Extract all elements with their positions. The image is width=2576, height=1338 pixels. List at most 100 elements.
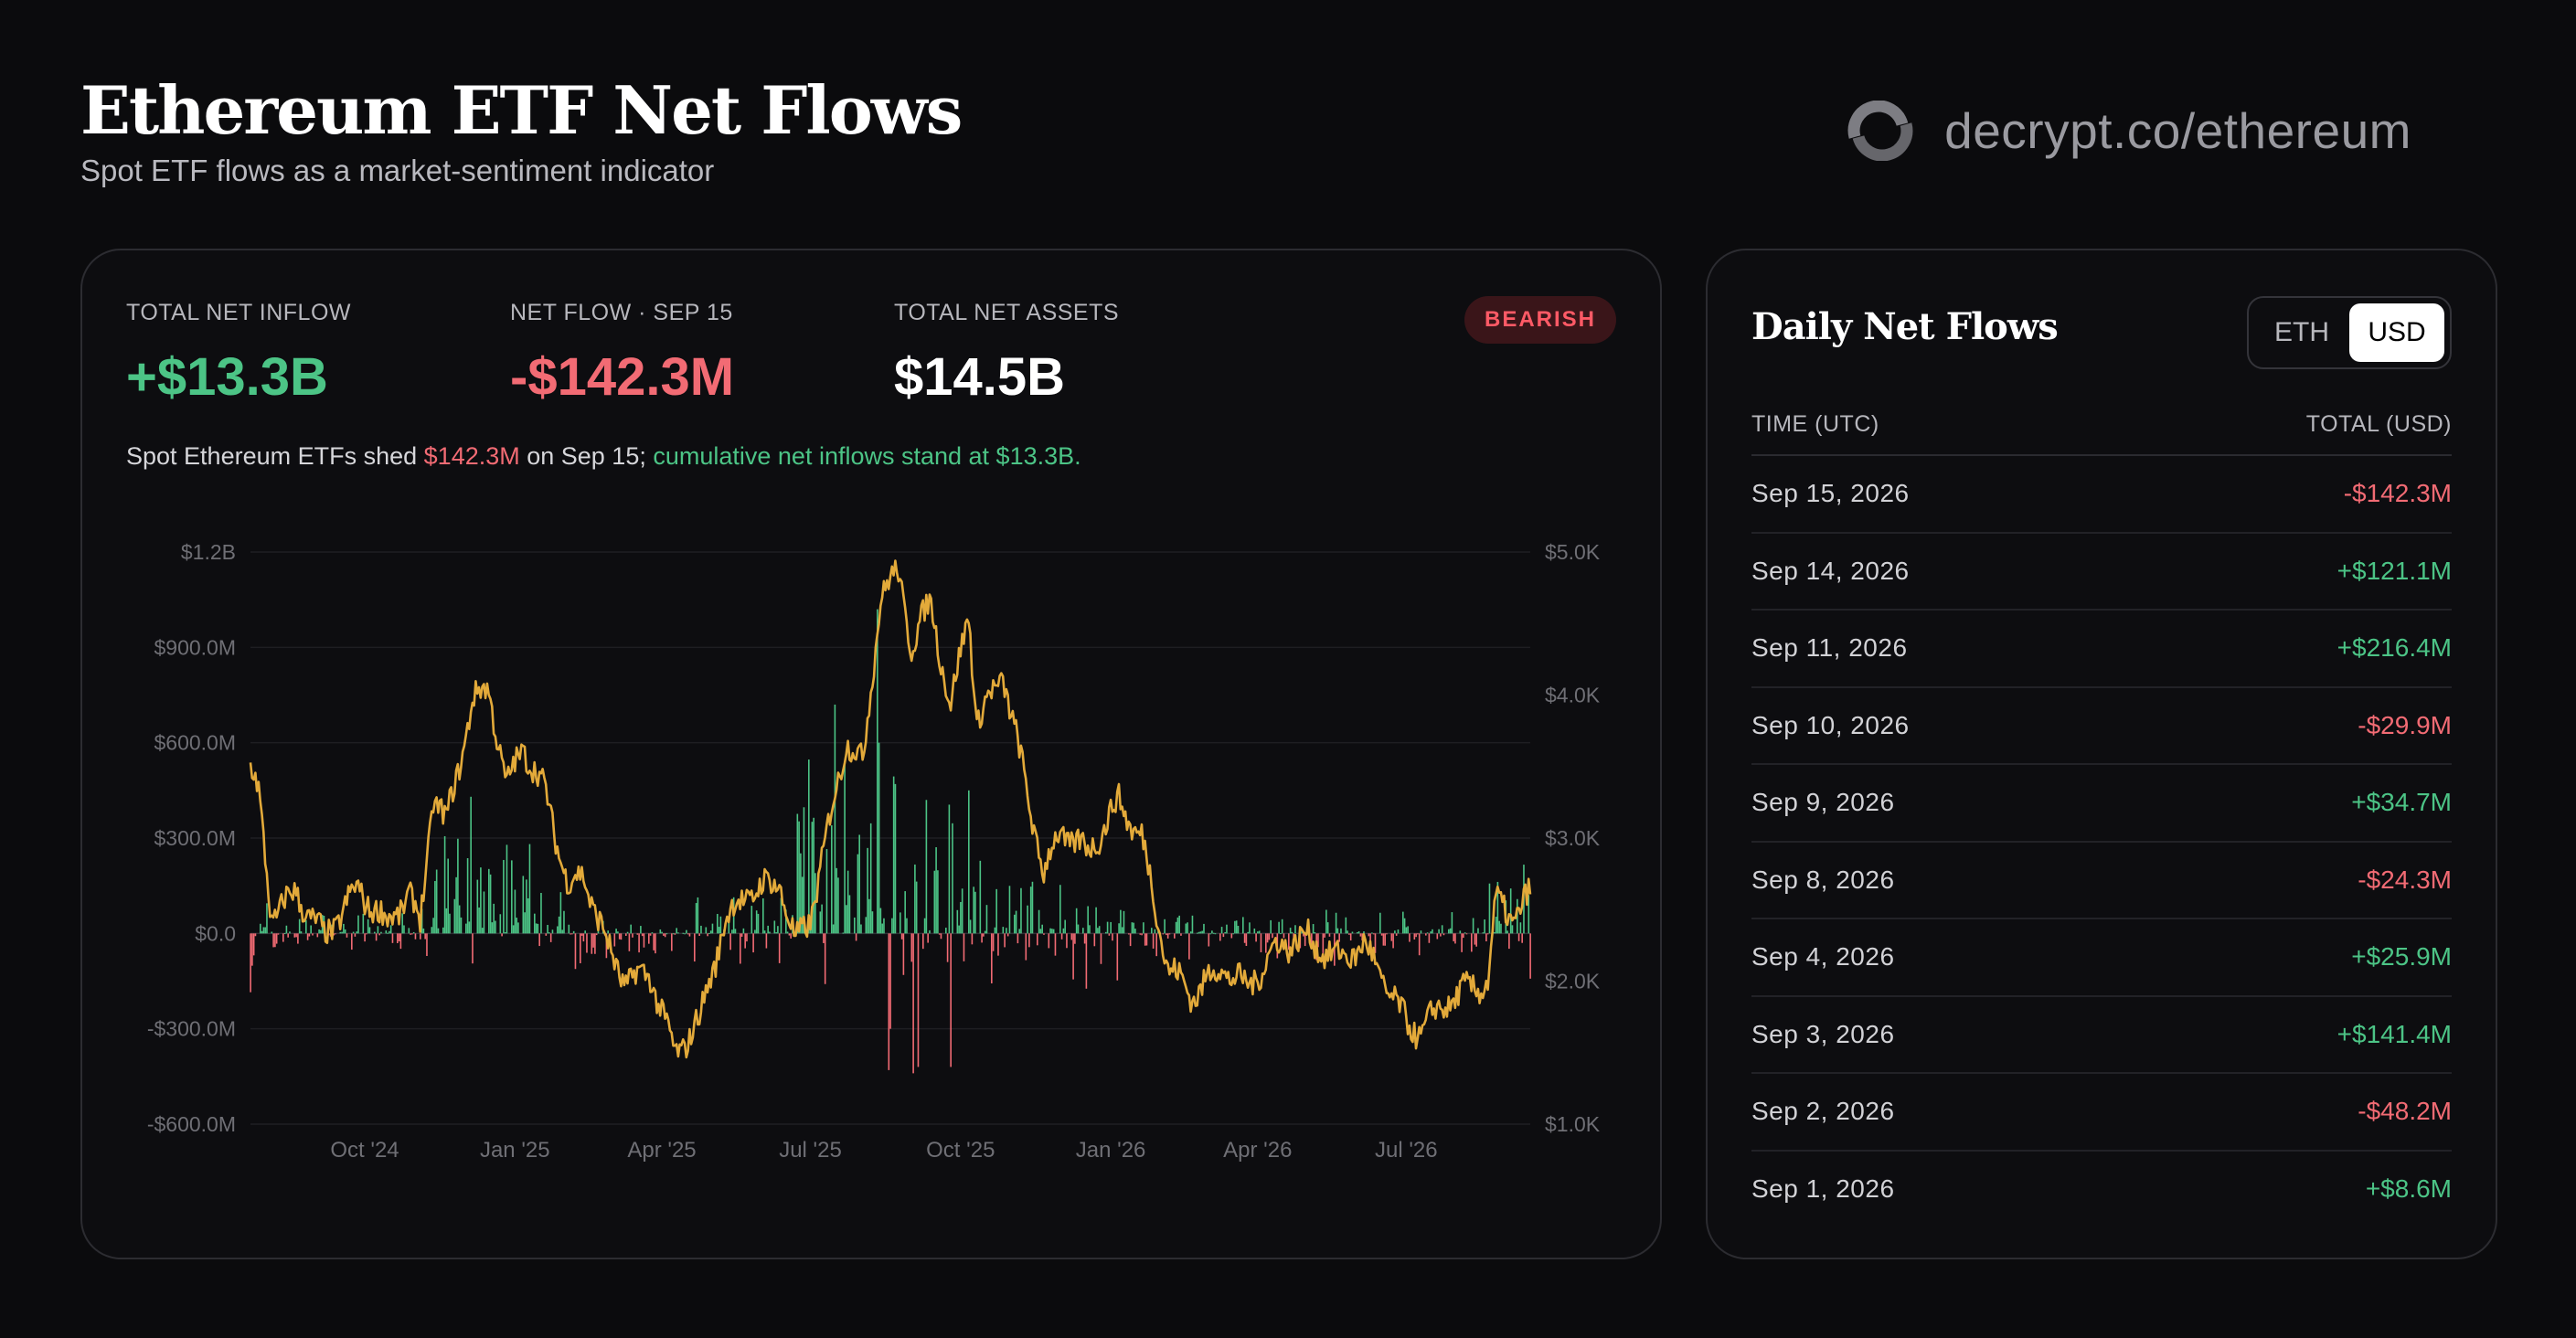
inflow-bar bbox=[973, 887, 974, 934]
inflow-bar bbox=[800, 853, 802, 934]
outflow-bar bbox=[411, 933, 413, 935]
inflow-bar bbox=[1235, 920, 1238, 934]
inflow-bar bbox=[356, 931, 357, 934]
y-right-tick-label: $1.0K bbox=[1545, 1112, 1601, 1136]
toggle-eth[interactable]: ETH bbox=[2274, 317, 2329, 347]
stat-label: TOTAL NET INFLOW bbox=[126, 300, 351, 325]
inflow-bar bbox=[883, 918, 885, 934]
inflow-bar bbox=[848, 895, 851, 934]
outflow-bar bbox=[1028, 933, 1030, 948]
outflow-bar bbox=[902, 933, 905, 975]
toggle-usd[interactable]: USD bbox=[2349, 303, 2444, 362]
brand-link[interactable]: decrypt.co/ethereum bbox=[1842, 101, 2411, 161]
inflow-bar bbox=[310, 925, 312, 934]
inflow-bar bbox=[1087, 906, 1089, 934]
inflow-bar bbox=[786, 931, 789, 934]
inflow-bar bbox=[522, 876, 525, 934]
page-subtitle: Spot ETF flows as a market-sentiment ind… bbox=[80, 154, 715, 187]
x-tick-label: Jan '25 bbox=[480, 1138, 550, 1163]
inflow-bar bbox=[891, 918, 893, 934]
inflow-bar bbox=[1357, 931, 1360, 934]
outflow-bar bbox=[1322, 933, 1325, 956]
currency-toggle[interactable]: ETH USD bbox=[2247, 296, 2452, 369]
inflow-bar bbox=[1237, 926, 1240, 934]
inflow-bar bbox=[1477, 928, 1479, 934]
flow-summary: Spot Ethereum ETFs shed $142.3M on Sep 1… bbox=[126, 442, 1081, 471]
outflow-bar bbox=[653, 933, 655, 950]
inflow-bar bbox=[1494, 931, 1496, 934]
outflow-bar bbox=[971, 933, 974, 945]
outflow-bar bbox=[605, 933, 608, 959]
outflow-bar bbox=[855, 933, 857, 941]
outflow-bar bbox=[620, 933, 623, 940]
outflow-bar bbox=[398, 933, 400, 942]
outflow-bar bbox=[632, 933, 633, 938]
inflow-bar bbox=[1345, 917, 1347, 934]
inflow-bar bbox=[1357, 932, 1358, 934]
table-row: Sep 10, 2026 -$29.9M bbox=[1751, 688, 2452, 765]
inflow-bar bbox=[517, 922, 519, 934]
inflow-bar bbox=[1212, 932, 1215, 934]
outflow-bar bbox=[354, 933, 357, 937]
inflow-bar bbox=[1131, 922, 1134, 934]
outflow-bar bbox=[424, 933, 426, 940]
inflow-bar bbox=[808, 759, 810, 934]
outflow-bar bbox=[1006, 933, 1009, 937]
inflow-bar bbox=[914, 864, 916, 934]
row-date: Sep 2, 2026 bbox=[1751, 1097, 1895, 1126]
inflow-bar bbox=[1143, 922, 1144, 934]
inflow-bar bbox=[563, 910, 565, 934]
outflow-bar bbox=[378, 933, 380, 936]
inflow-bar bbox=[961, 888, 963, 934]
inflow-bar bbox=[1432, 929, 1433, 934]
outflow-bar bbox=[1311, 933, 1313, 945]
flows-table: TIME (UTC) TOTAL (USD) Sep 15, 2026 -$142… bbox=[1751, 411, 2452, 1226]
inflow-bar bbox=[385, 930, 388, 934]
inflow-bar bbox=[894, 783, 897, 934]
outflow-bar bbox=[1428, 933, 1431, 943]
outflow-bar bbox=[663, 933, 665, 936]
inflow-bar bbox=[979, 860, 982, 934]
inflow-bar bbox=[742, 928, 745, 934]
outflow-bar bbox=[1334, 933, 1336, 966]
stat-label: NET FLOW · SEP 15 bbox=[510, 300, 733, 325]
outflow-bar bbox=[594, 933, 596, 954]
outflow-bar bbox=[1317, 933, 1319, 948]
inflow-bar bbox=[1095, 907, 1097, 934]
inflow-bar bbox=[709, 930, 712, 934]
inflow-bar bbox=[443, 835, 446, 934]
outflow-bar bbox=[1168, 933, 1171, 935]
outflow-bar bbox=[1372, 933, 1375, 935]
outflow-bar bbox=[1004, 933, 1006, 948]
inflow-bar bbox=[457, 838, 459, 934]
inflow-bar bbox=[1197, 932, 1198, 934]
inflow-bar bbox=[1008, 886, 1011, 934]
row-value: +$141.4M bbox=[2336, 1019, 2452, 1048]
inflow-bar bbox=[548, 932, 550, 934]
outflow-bar bbox=[1100, 933, 1102, 964]
inflow-bar bbox=[1121, 927, 1123, 934]
y-left-tick-label: $1.2B bbox=[181, 540, 236, 564]
inflow-bar bbox=[933, 870, 936, 934]
inflow-bar bbox=[1041, 924, 1043, 934]
inflow-bar bbox=[676, 928, 677, 934]
outflow-bar bbox=[308, 933, 311, 937]
outflow-bar bbox=[643, 933, 645, 948]
inflow-bar bbox=[968, 790, 970, 934]
outflow-bar bbox=[282, 933, 284, 942]
inflow-bar bbox=[341, 931, 343, 934]
inflow-bar bbox=[1517, 898, 1518, 934]
inflow-bar bbox=[285, 925, 288, 934]
stat-value: +$13.3B bbox=[126, 347, 328, 407]
y-left-tick-label: $0.0 bbox=[195, 921, 236, 945]
inflow-bar bbox=[769, 931, 771, 934]
y-left-tick-label: -$300.0M bbox=[147, 1017, 236, 1041]
inflow-bar bbox=[630, 924, 632, 934]
outflow-bar bbox=[744, 933, 746, 949]
table-row: Sep 11, 2026 +$216.4M bbox=[1751, 611, 2452, 688]
y-left-tick-label: $300.0M bbox=[154, 826, 236, 850]
outflow-bar bbox=[1222, 933, 1225, 938]
inflow-bar bbox=[449, 913, 451, 934]
inflow-bar bbox=[1482, 932, 1485, 934]
inflow-bar bbox=[1258, 930, 1261, 934]
